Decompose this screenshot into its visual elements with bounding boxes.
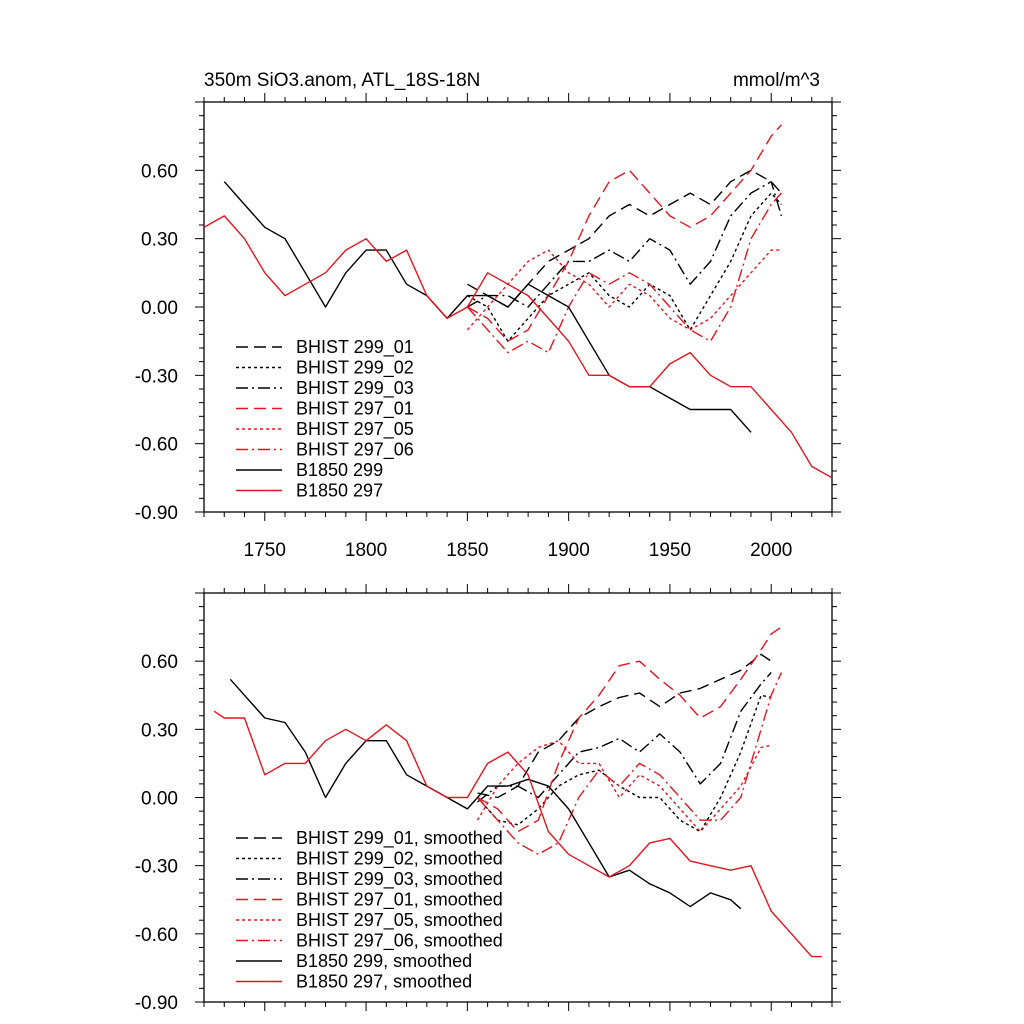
legend-label: BHIST 297_01, smoothed: [296, 890, 503, 911]
series-line-bhist-299-03-smoothed: [477, 672, 772, 803]
y-tick-label: -0.60: [135, 435, 178, 456]
legend-label: BHIST 297_05, smoothed: [296, 910, 503, 931]
series-group: [213, 626, 822, 958]
series-line-bhist-297-06: [466, 192, 782, 354]
x-tick-label: 1750: [244, 540, 286, 561]
series-line-bhist-299-01: [467, 169, 782, 308]
legend-label: B1850 299, smoothed: [296, 951, 472, 971]
y-tick-label: -0.30: [135, 366, 178, 387]
legend-label: BHIST 299_02, smoothed: [296, 849, 503, 870]
x-tick-label: 1950: [649, 540, 691, 561]
y-tick-label: -0.90: [135, 503, 178, 524]
legend-label: BHIST 299_02: [296, 358, 414, 379]
legend-label: B1850 299: [296, 460, 383, 480]
series-line-bhist-299-02: [467, 192, 782, 342]
y-tick-label: -0.30: [135, 857, 178, 878]
series-line-bhist-299-01-smoothed: [477, 653, 772, 799]
series-line-bhist-297-01-smoothed: [477, 626, 782, 833]
legend-label: BHIST 297_06, smoothed: [296, 931, 503, 952]
chart-units: mmol/m^3: [733, 70, 820, 91]
panel-1: 0.60 0.30 0.00 -0.30 -0.60 -0.90 1750 1800 1850 1…: [135, 93, 841, 561]
x-tick-label: 1800: [345, 540, 387, 561]
series-line-b1850-297: [204, 215, 832, 479]
chart-panels: 0.60 0.30 0.00 -0.30 -0.60 -0.90 1750 1800 1850 1…: [135, 93, 841, 1014]
y-tick-label: 0.30: [141, 720, 178, 741]
legend-label: BHIST 297_01: [296, 399, 414, 420]
legend-label: BHIST 297_05: [296, 419, 414, 440]
series-line-bhist-297-05: [466, 249, 782, 331]
series-line-bhist-299-02-smoothed: [476, 694, 772, 833]
series-line-bhist-297-01: [467, 124, 782, 342]
legend-label: BHIST 299_03, smoothed: [296, 869, 503, 890]
y-tick-label: 0.30: [141, 230, 178, 251]
y-tick-label: 0.60: [141, 652, 178, 673]
legend-label: BHIST 297_06: [296, 440, 414, 461]
legend-label: BHIST 299_01, smoothed: [296, 828, 503, 849]
y-tick-label: 0.60: [141, 161, 178, 182]
series-line-b1850-297-smoothed: [213, 710, 822, 958]
chart-title: 350m SiO3.anom, ATL_18S-18N: [204, 70, 480, 91]
legend-label: BHIST 299_01: [296, 337, 414, 358]
y-tick-label: 0.00: [141, 298, 178, 319]
series-line-b1850-299: [223, 181, 752, 433]
series-line-bhist-297-06-smoothed: [476, 672, 783, 855]
y-tick-label: -0.60: [135, 925, 178, 946]
x-tick-label: 1900: [548, 540, 590, 561]
series-line-bhist-299-03: [467, 180, 783, 308]
panel-2: 0.60 0.30 0.00 -0.30 -0.60 -0.90 BHIST 299_01,…: [135, 584, 841, 1014]
x-tick-label: 1850: [446, 540, 488, 561]
series-group: [204, 124, 832, 479]
y-tick-label: -0.90: [135, 993, 178, 1014]
series-line-bhist-297-05-smoothed: [476, 740, 772, 833]
legend-label: BHIST 299_03: [296, 378, 414, 399]
legend-label: B1850 297: [296, 481, 383, 501]
series-line-b1850-299-smoothed: [229, 678, 742, 910]
y-tick-label: 0.00: [141, 789, 178, 810]
x-tick-label: 2000: [750, 540, 792, 561]
legend-label: B1850 297, smoothed: [296, 972, 472, 992]
